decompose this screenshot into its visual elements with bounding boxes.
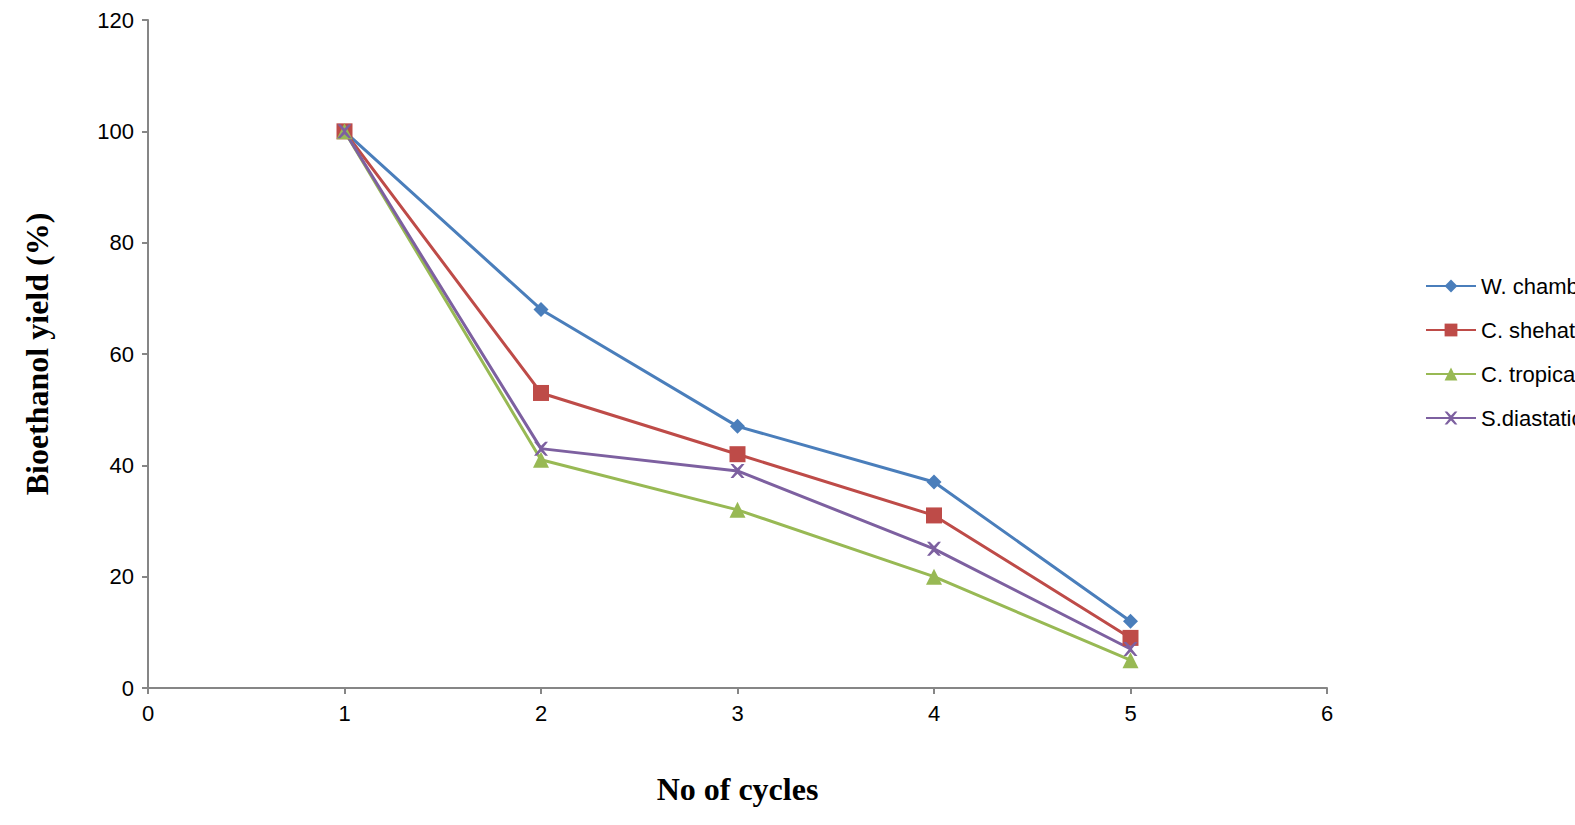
svg-text:C. shehatae: C. shehatae	[1481, 318, 1575, 343]
svg-text:6: 6	[1321, 701, 1333, 726]
svg-text:Bioethanol yield (%): Bioethanol yield (%)	[19, 213, 55, 496]
svg-text:C. tropicalis: C. tropicalis	[1481, 362, 1575, 387]
svg-text:1: 1	[338, 701, 350, 726]
svg-text:4: 4	[928, 701, 940, 726]
svg-text:No of cycles: No of cycles	[657, 771, 819, 807]
svg-text:20: 20	[110, 564, 134, 589]
svg-text:S.diastaticus: S.diastaticus	[1481, 406, 1575, 431]
svg-text:100: 100	[97, 119, 134, 144]
svg-text:60: 60	[110, 342, 134, 367]
svg-text:0: 0	[142, 701, 154, 726]
svg-text:40: 40	[110, 453, 134, 478]
svg-text:2: 2	[535, 701, 547, 726]
svg-text:5: 5	[1124, 701, 1136, 726]
svg-text:3: 3	[731, 701, 743, 726]
svg-text:0: 0	[122, 676, 134, 701]
svg-text:W. chambardii: W. chambardii	[1481, 274, 1575, 299]
svg-text:80: 80	[110, 230, 134, 255]
svg-text:120: 120	[97, 8, 134, 33]
